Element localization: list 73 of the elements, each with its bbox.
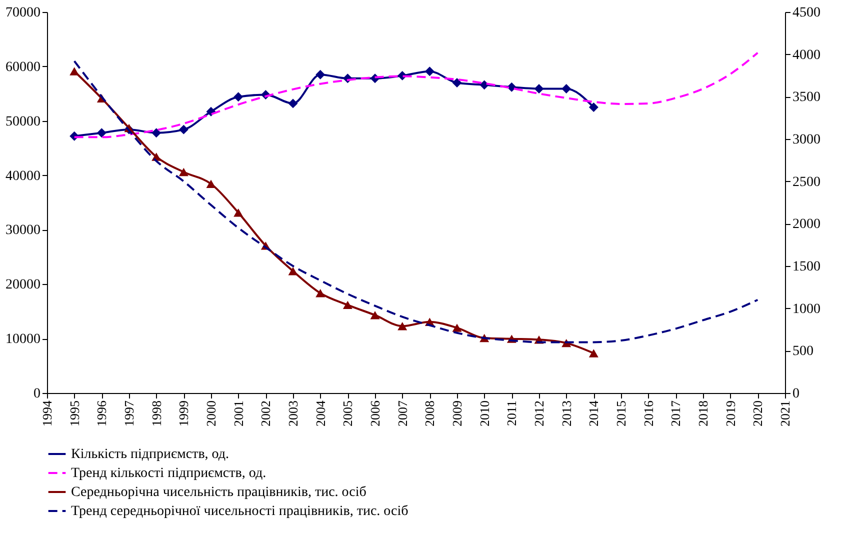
x-tick-label: 2001 [230,400,246,426]
x-tick-label: 2009 [450,400,464,426]
x-tick-label: 2004 [312,400,328,426]
x-tick-label: 2017 [668,400,684,426]
y-tick-label: 30000 [6,223,40,238]
y2-tick-label: 0 [792,386,800,402]
legend-label: Середньорічна чисельність працівників, тис. осіб [71,485,366,500]
point [342,300,352,310]
x-tick-label: 1998 [148,400,164,426]
y2-tick-label: 3500 [792,90,820,106]
point [234,92,244,102]
y-tick-label: 0 [34,386,40,402]
x-tick-label: 2007 [394,400,410,426]
y2-tick-label: 500 [792,344,814,360]
point [178,124,188,134]
x-tick-label: 2011 [504,400,520,426]
x-tick-label: 2020 [750,400,766,426]
x-tick-label: 2018 [696,400,710,426]
point [588,349,598,358]
x-tick-label: 2002 [258,400,274,426]
y2-tick-label: 4500 [792,6,820,20]
y-tick-label: 60000 [6,60,40,75]
y2-tick-label: 1500 [792,260,820,274]
x-tick-label: 2013 [558,400,574,426]
point [178,168,188,176]
point [452,78,462,88]
point [370,311,380,320]
y-tick-label: 20000 [6,278,40,293]
x-tick-label: 2010 [476,400,492,426]
point [316,70,326,80]
x-tick-label: 2003 [286,400,300,426]
legend-label: Тренд кількості підприємств, од. [71,466,266,481]
point [288,266,298,276]
point [562,84,572,94]
point [480,80,490,90]
point [288,98,298,108]
x-tick-label: 2014 [586,400,602,426]
point [70,67,80,76]
y2-tick-label: 3000 [792,132,820,148]
x-tick-label: 2012 [532,400,546,426]
point [398,322,408,330]
x-tick-label: 2006 [368,400,382,426]
y-tick-label: 50000 [6,114,40,130]
point [96,128,106,138]
y2-tick-label: 1000 [792,302,820,317]
y-tick-label: 40000 [6,168,40,184]
x-tick-label: 1999 [176,400,192,426]
point [206,180,216,188]
point [152,128,162,138]
y-tick-label: 70000 [6,6,40,20]
point [452,324,462,332]
x-tick-label: 2000 [204,400,218,426]
x-tick-label: 2019 [722,400,738,426]
y2-tick-label: 2000 [792,217,820,232]
point [534,84,544,94]
legend-label: Тренд середньорічної чисельності працівників, тис. осіб [71,504,408,519]
y2-tick-label: 4000 [792,48,820,63]
x-tick-label: 2015 [614,400,628,426]
x-tick-label: 1994 [40,400,54,426]
point [588,102,598,112]
x-tick-label: 1995 [66,400,82,426]
y-tick-label: 10000 [6,332,40,348]
legend-label: Кількість підприємств, од. [71,447,230,462]
x-tick-label: 2016 [640,400,656,426]
x-tick-label: 2008 [422,400,438,426]
x-tick-label: 1997 [122,400,136,426]
point [316,288,326,298]
y2-tick-label: 2500 [792,174,820,190]
x-tick-label: 2005 [340,400,356,426]
x-tick-label: 2021 [778,400,792,426]
point [424,66,434,76]
x-tick-label: 1996 [94,400,110,426]
point [234,208,244,217]
